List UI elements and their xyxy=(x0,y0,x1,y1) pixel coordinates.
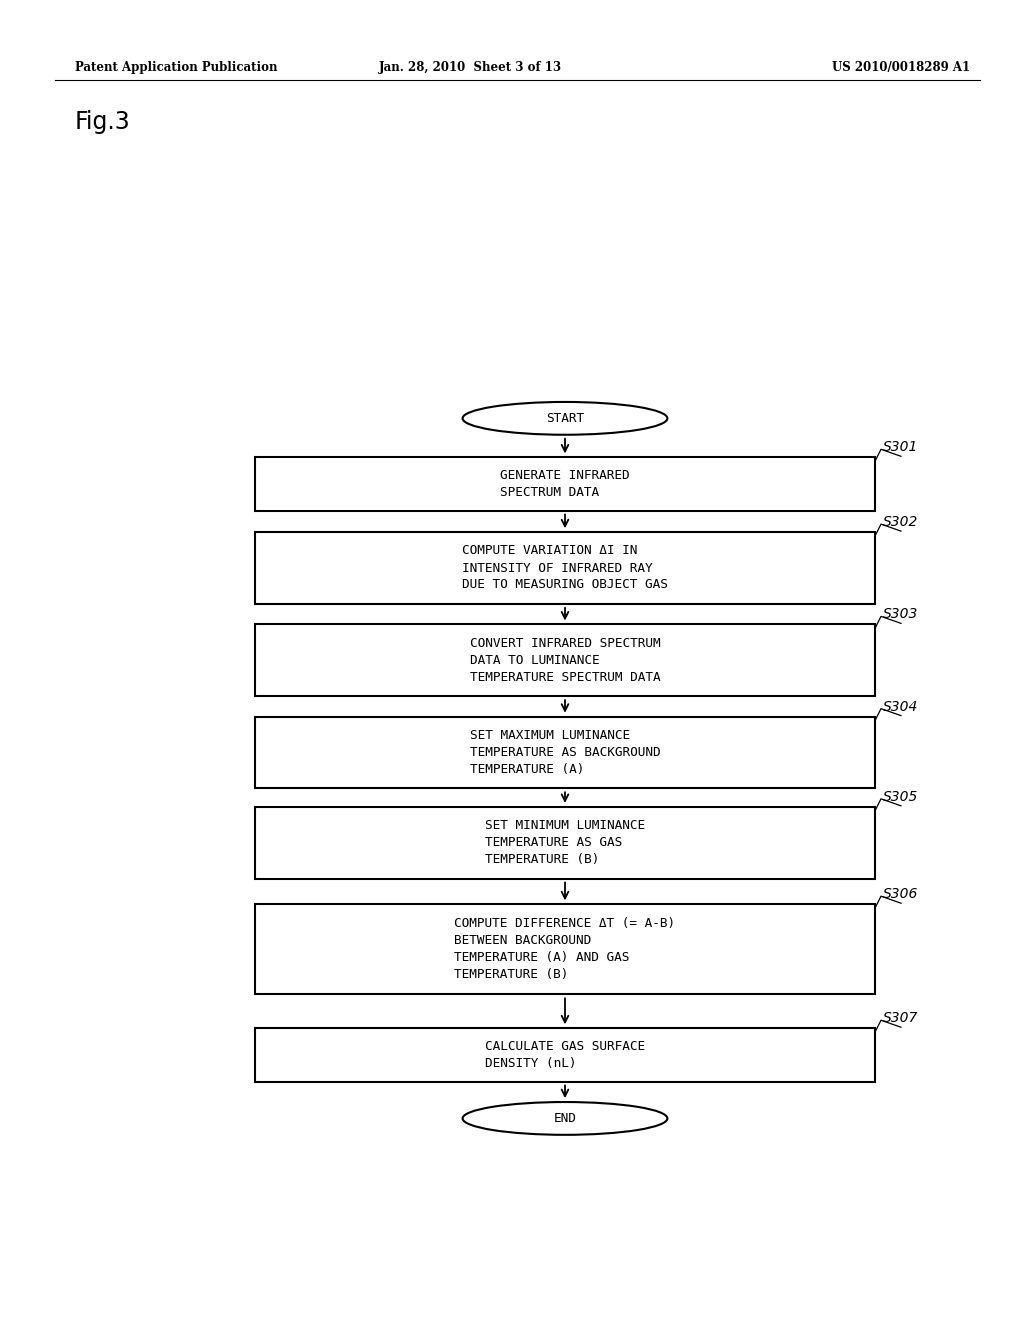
Text: CONVERT INFRARED SPECTRUM
DATA TO LUMINANCE
TEMPERATURE SPECTRUM DATA: CONVERT INFRARED SPECTRUM DATA TO LUMINA… xyxy=(470,636,660,684)
Text: Jan. 28, 2010  Sheet 3 of 13: Jan. 28, 2010 Sheet 3 of 13 xyxy=(379,62,561,74)
Text: GENERATE INFRARED
SPECTRUM DATA: GENERATE INFRARED SPECTRUM DATA xyxy=(500,469,630,499)
Text: S302: S302 xyxy=(883,515,919,529)
Text: CALCULATE GAS SURFACE
DENSITY (nL): CALCULATE GAS SURFACE DENSITY (nL) xyxy=(485,1040,645,1071)
Bar xyxy=(255,807,874,879)
Text: SET MAXIMUM LUMINANCE
TEMPERATURE AS BACKGROUND
TEMPERATURE (A): SET MAXIMUM LUMINANCE TEMPERATURE AS BAC… xyxy=(470,729,660,776)
Bar xyxy=(255,1028,874,1081)
Bar xyxy=(255,717,874,788)
Bar xyxy=(255,624,874,696)
Text: S305: S305 xyxy=(883,789,919,804)
Text: S304: S304 xyxy=(883,700,919,714)
Text: COMPUTE VARIATION ΔI IN
INTENSITY OF INFRARED RAY
DUE TO MEASURING OBJECT GAS: COMPUTE VARIATION ΔI IN INTENSITY OF INF… xyxy=(462,544,668,591)
Text: SET MINIMUM LUMINANCE
TEMPERATURE AS GAS
TEMPERATURE (B): SET MINIMUM LUMINANCE TEMPERATURE AS GAS… xyxy=(485,820,645,866)
Ellipse shape xyxy=(463,403,668,434)
Text: S307: S307 xyxy=(883,1011,919,1026)
Text: END: END xyxy=(554,1111,577,1125)
Bar xyxy=(255,532,874,603)
Text: S303: S303 xyxy=(883,607,919,622)
Bar xyxy=(255,904,874,994)
Text: US 2010/0018289 A1: US 2010/0018289 A1 xyxy=(831,62,970,74)
Ellipse shape xyxy=(463,1102,668,1135)
Text: COMPUTE DIFFERENCE ΔT (= A-B)
BETWEEN BACKGROUND
TEMPERATURE (A) AND GAS
TEMPERA: COMPUTE DIFFERENCE ΔT (= A-B) BETWEEN BA… xyxy=(455,917,676,981)
Bar xyxy=(255,457,874,511)
Text: Fig.3: Fig.3 xyxy=(75,110,131,135)
Text: Patent Application Publication: Patent Application Publication xyxy=(75,62,278,74)
Text: S301: S301 xyxy=(883,441,919,454)
Text: S306: S306 xyxy=(883,887,919,902)
Text: START: START xyxy=(546,412,584,425)
